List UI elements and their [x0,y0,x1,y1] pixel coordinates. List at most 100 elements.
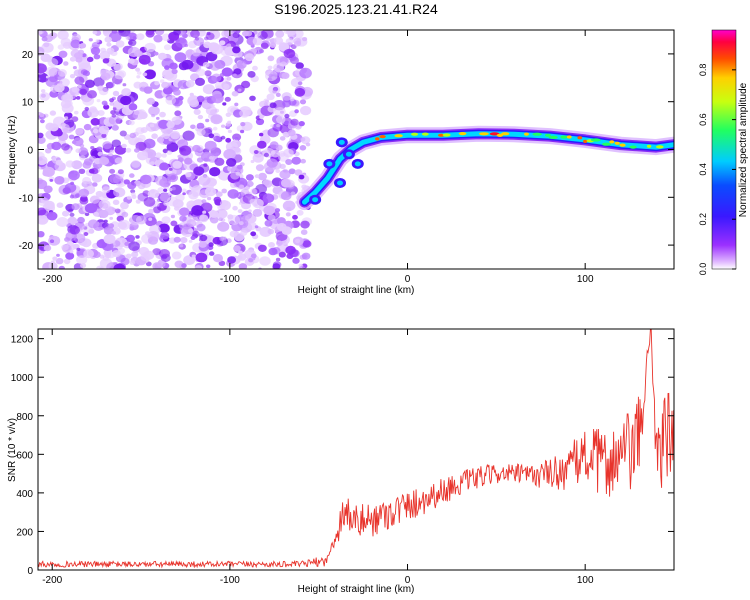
noise-speckle [144,42,156,53]
noise-speckle [263,152,269,158]
noise-speckle [111,124,119,131]
noise-speckle [206,264,211,269]
noise-speckle [128,58,135,64]
noise-speckle [163,86,173,95]
snr-frame [37,328,675,571]
noise-speckle [145,231,151,236]
noise-speckle [121,143,127,149]
noise-speckle [55,257,64,265]
noise-speckle [100,47,107,53]
noise-speckle [275,257,281,262]
noise-speckle [156,136,165,143]
noise-speckle [124,241,130,246]
signal-blob-core [354,161,361,167]
noise-speckle [120,201,129,210]
noise-speckle [49,239,55,243]
noise-speckle [130,192,136,197]
noise-speckle [143,197,156,207]
noise-speckle [258,244,267,252]
colorbar-tick-label: 0.4 [698,163,708,176]
signal-hotspot [496,133,504,137]
noise-speckle [109,101,115,106]
noise-speckle [237,88,242,92]
noise-speckle [215,152,220,157]
spectrogram-plot-area [38,30,674,269]
noise-speckle [79,239,84,243]
noise-speckle [56,202,64,208]
noise-speckle [233,245,241,252]
noise-speckle [179,145,192,156]
noise-speckle [185,80,195,88]
noise-speckle [66,233,73,238]
noise-speckle [163,44,172,51]
noise-speckle [209,251,215,256]
noise-speckle [171,116,182,125]
noise-speckle [299,99,307,105]
noise-speckle [276,124,280,128]
noise-speckle [196,223,206,232]
noise-speckle [101,186,111,194]
signal-hotspot [442,133,451,137]
noise-speckle [88,38,93,42]
noise-speckle [127,46,141,58]
noise-speckle [221,188,227,194]
noise-speckle [135,235,140,239]
noise-speckle [148,217,153,221]
noise-speckle [259,115,264,119]
noise-speckle [45,76,58,88]
noise-speckle [298,121,305,127]
signal-hotspot [394,134,403,138]
signal-hotspot [560,135,568,139]
noise-speckle [137,182,146,190]
noise-speckle [161,81,170,89]
noise-speckle [104,36,112,43]
noise-speckle [64,116,69,120]
noise-speckle [195,252,208,263]
noise-speckle [132,114,137,118]
noise-speckle [159,162,170,171]
noise-speckle [185,172,192,178]
x-tick-label: -200 [42,575,62,586]
noise-speckle [166,121,175,129]
noise-speckle [51,141,62,151]
noise-speckle [196,95,205,103]
x-tick-label: -100 [220,274,240,285]
signal-hotspot [375,137,380,141]
signal-hotspot [656,145,664,149]
noise-speckle [202,210,207,214]
noise-speckle [240,229,248,236]
noise-speckle [76,255,88,265]
noise-speckle [269,141,279,149]
noise-speckle [38,207,47,216]
noise-speckle [201,199,207,204]
noise-speckle [56,217,69,227]
noise-speckle [196,122,205,130]
noise-speckle [289,97,295,102]
noise-speckle [275,92,281,97]
x-tick-label: -100 [220,575,240,586]
noise-speckle [226,158,237,167]
colorbar-tick-label: 0.8 [698,64,708,77]
noise-speckle [58,265,65,269]
noise-speckle [158,119,170,129]
noise-speckle [113,263,126,269]
noise-speckle [288,168,296,175]
noise-speckle [135,199,141,204]
noise-speckle [279,169,291,179]
noise-speckle [128,103,138,111]
noise-speckle [69,212,75,217]
noise-speckle [247,71,256,78]
noise-speckle [163,201,169,206]
noise-speckle [148,106,160,116]
noise-speckle [226,76,232,81]
noise-speckle [71,116,79,122]
y-tick-label: 1000 [11,373,34,384]
noise-speckle [92,30,98,35]
noise-speckle [115,40,125,48]
noise-speckle [38,132,44,139]
noise-speckle [219,72,225,77]
noise-speckle [254,174,260,179]
noise-speckle [219,40,226,46]
noise-speckle [177,155,181,158]
noise-speckle [45,66,58,77]
